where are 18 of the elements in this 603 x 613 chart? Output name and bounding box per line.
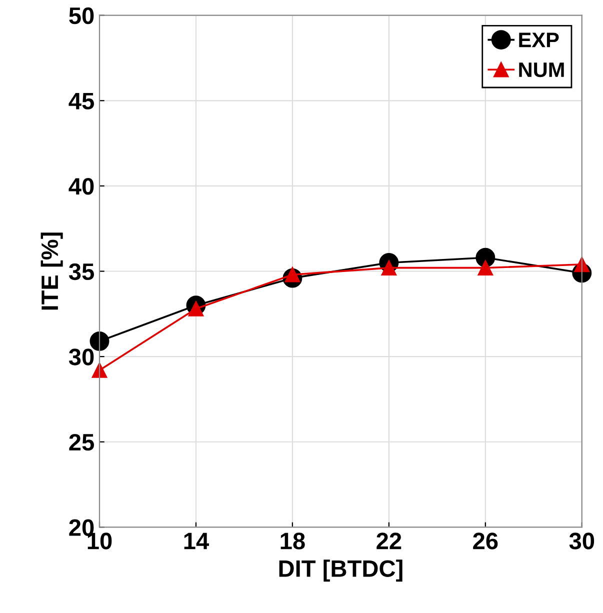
x-tick-label: 30 [569, 532, 594, 550]
point [478, 260, 494, 276]
legend-label: EXP [519, 32, 559, 48]
y-tick-label: 35 [68, 263, 94, 280]
y-tick-label: 45 [68, 92, 94, 110]
y-tick-label: 30 [68, 348, 94, 366]
legend-label: NUM [519, 62, 564, 78]
y-axis-title: ITE [%] [40, 232, 63, 310]
x-tick-label: 14 [184, 532, 209, 550]
y-tick-label: 50 [69, 7, 94, 24]
point [476, 248, 496, 268]
point [574, 256, 590, 272]
y-tick-label: 40 [68, 178, 94, 195]
x-axis-title: DIT [BTDC] [279, 560, 402, 582]
x-tick-label: 22 [376, 532, 402, 550]
x-tick-label: 18 [280, 532, 305, 550]
y-tick-label: 25 [69, 434, 94, 451]
x-tick-label: 26 [473, 532, 498, 550]
